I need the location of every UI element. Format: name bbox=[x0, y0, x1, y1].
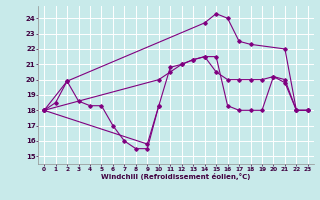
X-axis label: Windchill (Refroidissement éolien,°C): Windchill (Refroidissement éolien,°C) bbox=[101, 173, 251, 180]
